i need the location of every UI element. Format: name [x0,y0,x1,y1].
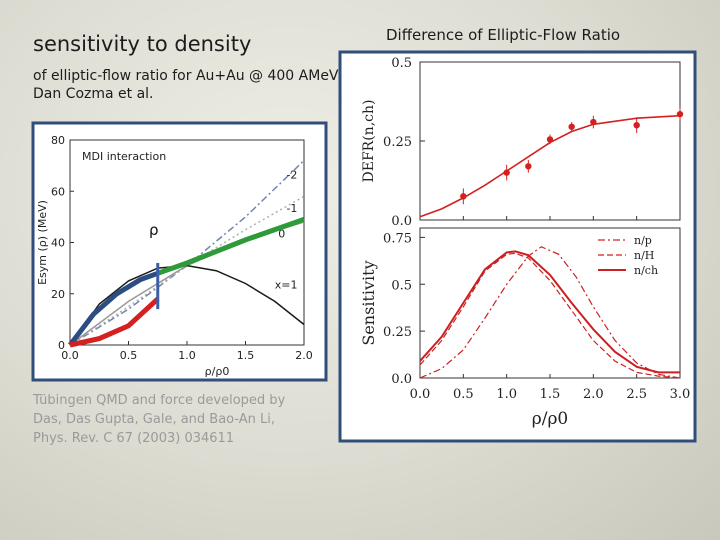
sens-y-tick-label: 0.5 [391,278,412,293]
left-x-tick-label: 0.0 [61,349,79,362]
sens-x-tick-label: 3.0 [670,387,691,402]
left-y-tick-label: 80 [51,134,65,147]
defr-data-point [633,122,640,129]
left-y-tick-label: 40 [51,237,65,250]
defr-y-axis-label: DEFR(n,ch) [361,100,377,183]
sens-y-axis-label: Sensitivity [359,260,378,345]
right-panel-title: Difference of Elliptic-Flow Ratio [386,26,621,44]
defr-data-point [503,169,510,176]
rho-marker-label: ρ [149,221,159,239]
series-label-x=0: 0 [278,227,285,240]
left-y-axis-label: Esym (ρ) (MeV) [36,200,49,285]
legend-label-n-ch: n/ch [634,264,658,277]
sens-x-tick-label: 1.0 [496,387,517,402]
left-y-tick-label: 60 [51,185,65,198]
sens-x-tick-label: 2.0 [583,387,604,402]
sens-line-n-p [419,246,681,379]
series-label-x=-1: -1 [286,202,297,215]
series-line-stiff-fit [68,270,159,347]
defr-data-point [590,118,597,126]
defr-fit-line [419,114,681,218]
left-plot-frame [31,121,328,382]
defr-y-tick-label: 0.5 [391,56,412,71]
sensitivity-plot: 0.0 0.25 0.5 0.75 0.0 0.5 1.0 1.5 2.0 2.5 3.0 ρ/ρ0 S… [359,227,691,429]
left-x-tick-label: 2.0 [295,349,313,362]
left-x-tick-label: 0.5 [120,349,138,362]
defr-y-tick-label: 0.0 [391,214,412,229]
sens-x-tick-label: 2.5 [626,387,647,402]
left-x-tick-label: 1.0 [178,349,196,362]
defr-data-point [525,163,532,170]
slide-subtitle: of elliptic-flow ratio for Au+Au @ 400 A… [33,68,339,102]
left-x-tick-label: 1.5 [237,349,255,362]
sens-x-axis-label: ρ/ρ0 [532,409,569,429]
defr-data-point [568,123,575,130]
legend-label-n-H: n/H [634,249,654,262]
defr-data-point [546,136,554,143]
sens-x-tick-label: 1.5 [540,387,561,402]
sens-y-tick-label: 0.25 [383,325,412,340]
left-plot: 0.0 0.5 1.0 1.5 2.0 0 20 40 60 80 ρ/ρ0 Esym (ρ) (Me… [36,134,313,378]
series-line-linear-fit [156,217,305,276]
defr-y-tick-label: 0.25 [383,135,412,150]
sens-y-tick-label: 0.75 [383,231,412,246]
right-plot-frame [338,50,697,443]
defr-data-point [676,110,684,118]
slide-title: sensitivity to density [33,32,252,56]
series-label-x=-2: -2 [286,168,297,181]
left-y-tick-label: 0 [58,339,65,352]
sens-x-tick-label: 0.0 [410,387,431,402]
defr-data-point [460,193,467,200]
left-inner-label: MDI interaction [82,150,166,163]
left-x-axis-label: ρ/ρ0 [205,365,230,378]
sens-y-tick-label: 0.0 [391,372,412,387]
series-line-soft-fit [69,297,160,348]
sens-line-n-ch [419,250,680,374]
defr-plot: 0.0 0.25 0.5 DEFR(n,ch) [361,56,684,229]
sens-x-tick-label: 0.5 [453,387,474,402]
series-label-x=1: x=1 [275,279,298,292]
sens-line-n-H [419,252,681,379]
credit-text: Tübingen QMD and force developed by Das,… [33,393,286,446]
legend-label-n-p: n/p [634,234,652,247]
left-y-tick-label: 20 [51,288,65,301]
